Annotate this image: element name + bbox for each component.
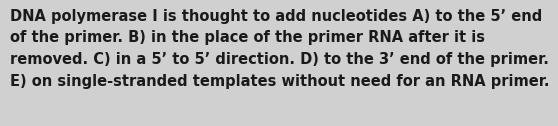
Text: DNA polymerase I is thought to add nucleotides A) to the 5’ end
of the primer. B: DNA polymerase I is thought to add nucle… <box>10 9 550 89</box>
